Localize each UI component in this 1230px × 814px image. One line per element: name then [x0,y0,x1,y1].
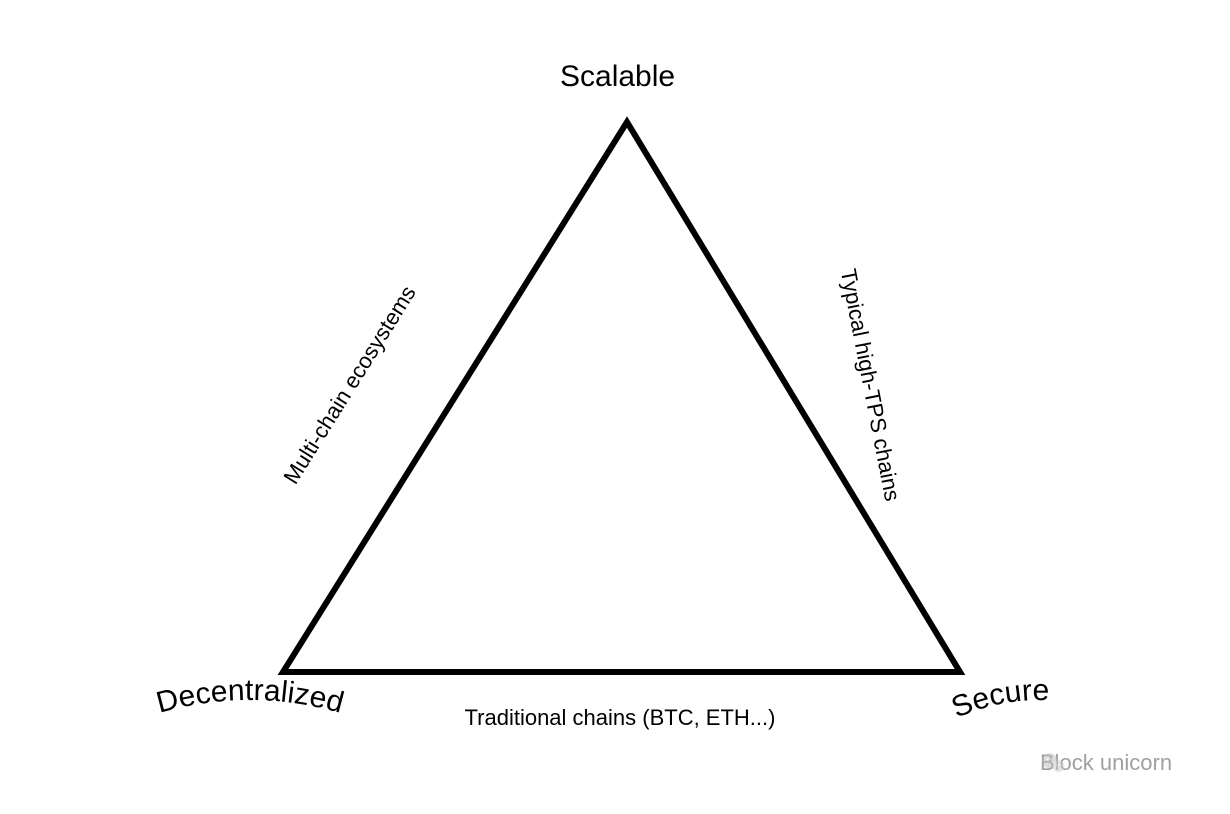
vertex-label-top: Scalable [560,60,675,94]
vertex-top-text: Scalable [560,60,675,93]
watermark: Block unicorn [1040,750,1172,776]
edge-bottom-text: Traditional chains (BTC, ETH...) [465,705,776,730]
edge-label-bottom: Traditional chains (BTC, ETH...) [465,705,776,731]
triangle-shape [0,0,1230,814]
trilemma-diagram: Scalable Decentralized Secure Multi-chai… [0,0,1230,814]
wechat-icon [1040,750,1066,776]
